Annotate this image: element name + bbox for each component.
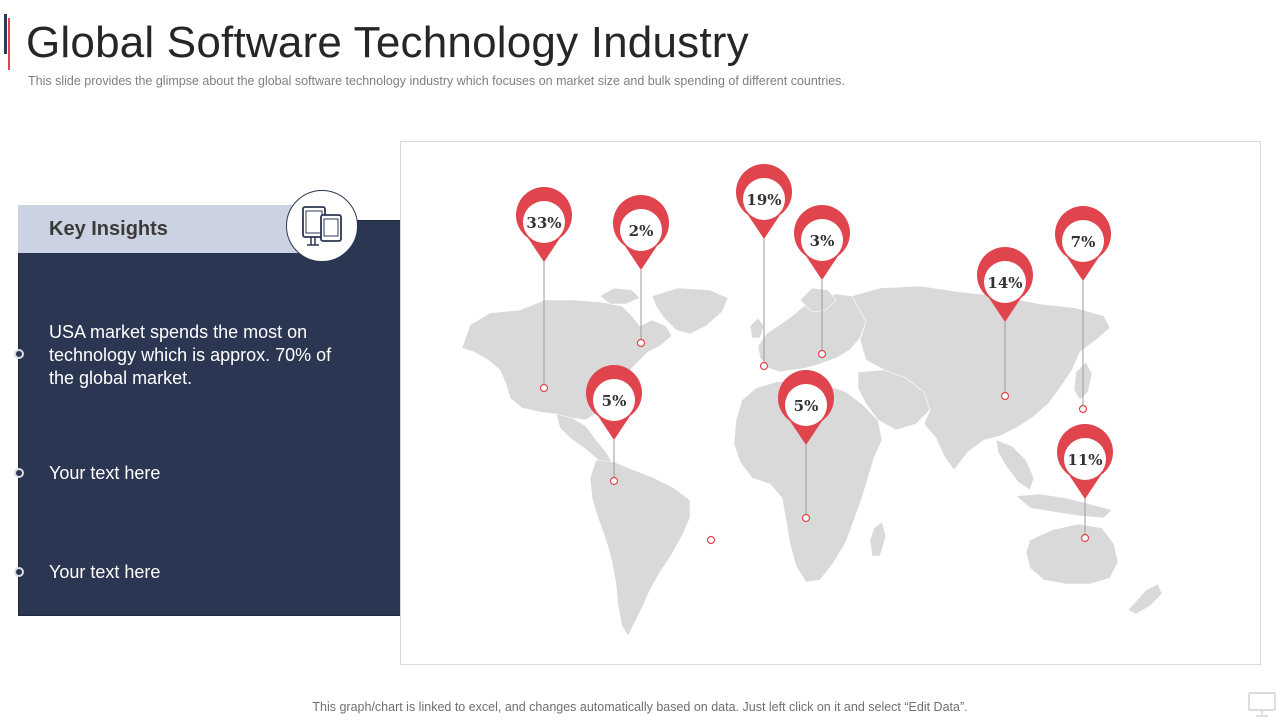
world-landmass <box>461 285 1163 637</box>
pin-eastern-europe: 3% <box>794 205 850 359</box>
pin-label-australia: 11% <box>1067 451 1102 469</box>
land-madagascar <box>869 521 887 557</box>
land-greenland <box>651 287 729 335</box>
pin-japan: 7% <box>1055 206 1112 414</box>
insights-panel <box>18 220 412 616</box>
footer-note: This graph/chart is linked to excel, and… <box>312 700 968 714</box>
pin-label-central-africa: 5% <box>794 397 819 415</box>
land-scandinavia <box>799 287 837 313</box>
insight-bullet-2 <box>14 468 24 478</box>
pin-label-greenland-east-canada: 2% <box>629 222 654 240</box>
pin-western-europe: 19% <box>735 164 792 371</box>
land-uk <box>749 317 765 339</box>
land-southeast-asia <box>995 439 1035 491</box>
pin-label-western-europe: 19% <box>746 191 781 209</box>
pin-label-south-america: 5% <box>602 392 627 410</box>
stray-marker <box>706 535 716 545</box>
world-map: 33% 2% 19% 3% 14% <box>461 164 1163 637</box>
land-indonesia <box>1015 493 1113 519</box>
title-accent-bar-red <box>8 18 10 70</box>
pin-greenland-east-canada: 2% <box>613 195 670 348</box>
land-new-zealand <box>1127 583 1163 615</box>
insight-bullet-3 <box>14 567 24 577</box>
insight-item-1: USA market spends the most on technology… <box>49 322 332 388</box>
device-badge <box>286 190 358 262</box>
land-north-america <box>461 299 673 421</box>
map-pins: 33% 2% 19% 3% 14% <box>515 164 1113 545</box>
pin-north-america: 33% <box>515 187 572 393</box>
land-australia <box>1025 523 1119 585</box>
page-title: Global Software Technology Industry <box>26 18 749 67</box>
pin-label-eastern-europe: 3% <box>810 232 835 250</box>
pin-central-africa: 5% <box>777 370 834 523</box>
land-canada-islands <box>599 287 641 305</box>
insight-bullet-1 <box>14 349 24 359</box>
insights-heading: Key Insights <box>49 218 168 240</box>
title-accent-bar-dark <box>4 14 7 54</box>
insight-item-2: Your text here <box>49 463 161 483</box>
devices-icon <box>302 206 342 246</box>
pin-china: 14% <box>977 247 1034 401</box>
pin-australia: 11% <box>1057 424 1113 543</box>
land-europe <box>757 293 867 373</box>
land-asia <box>851 285 1111 471</box>
pin-label-north-america: 33% <box>526 214 561 232</box>
page-subtitle: This slide provides the glimpse about th… <box>28 74 845 88</box>
pin-south-america: 5% <box>586 365 643 486</box>
insight-item-3: Your text here <box>49 562 161 582</box>
insights-header: Key Insights <box>18 205 318 253</box>
pin-label-china: 14% <box>987 274 1022 292</box>
monitor-icon <box>1248 692 1276 717</box>
pin-label-japan: 7% <box>1071 233 1096 251</box>
land-south-america <box>589 459 691 637</box>
